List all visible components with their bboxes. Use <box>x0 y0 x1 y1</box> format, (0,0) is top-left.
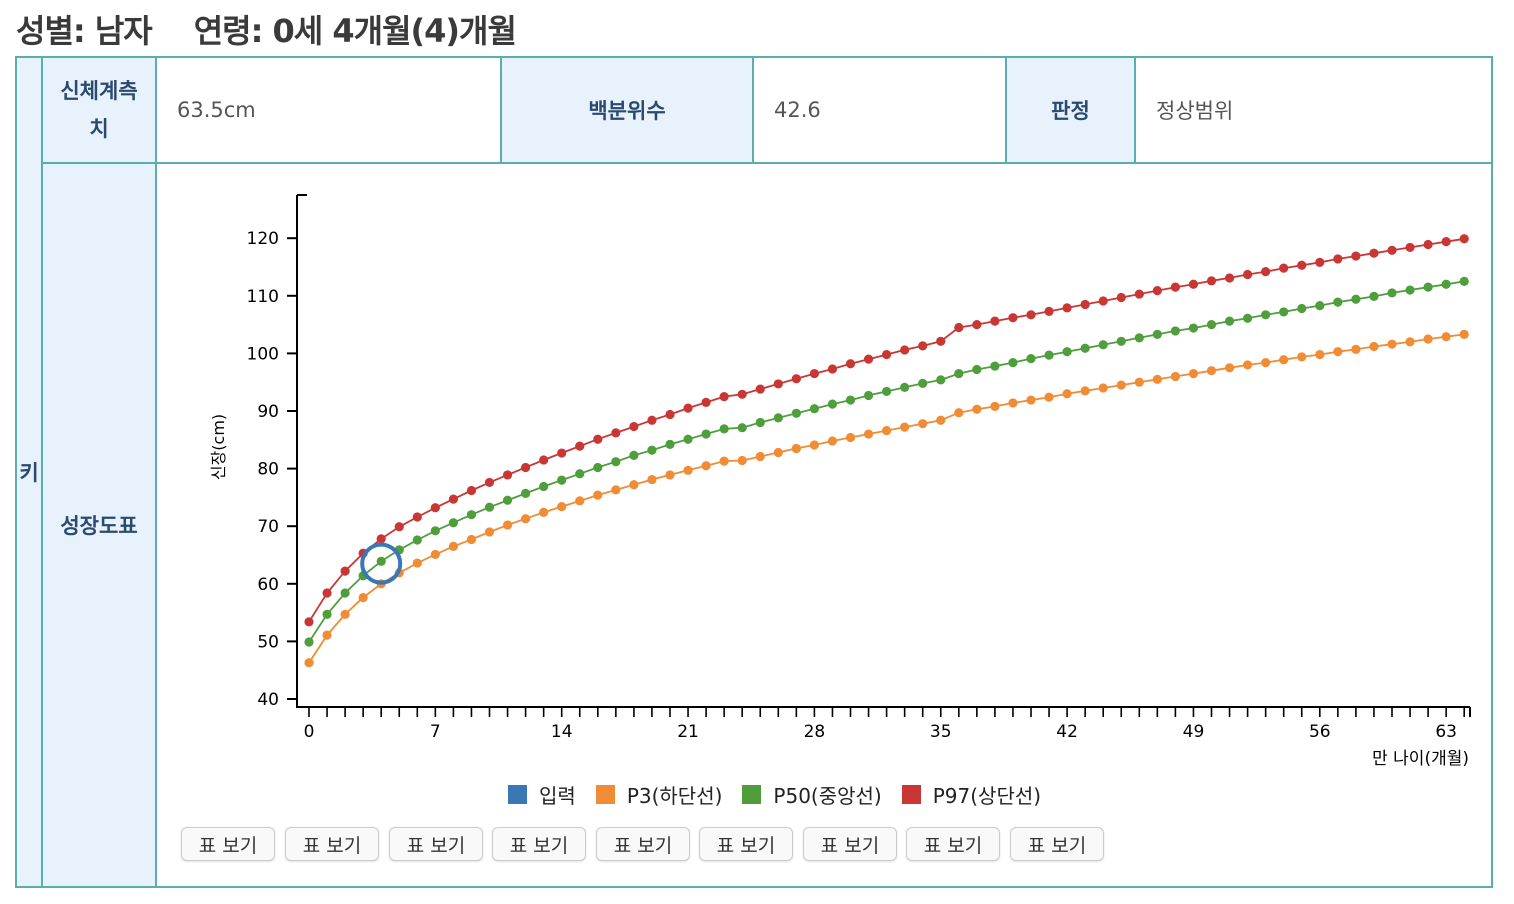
judgement-value: 정상범위 <box>1136 58 1491 162</box>
legend-label: P50(중앙선) <box>773 783 882 808</box>
legend-label: P3(하단선) <box>626 783 723 808</box>
judgement-label: 판정 <box>1007 58 1134 162</box>
growth-table: 키 신체계측치 63.5cm 백분위수 42.6 판정 정상범위 성장도표 <box>15 56 1493 888</box>
legend-swatch <box>508 784 527 804</box>
legend-label: 입력 <box>539 783 576 808</box>
chart-label: 성장도표 <box>43 164 155 886</box>
legend-item[interactable]: P97(상단선) <box>901 780 1042 809</box>
view-table-button[interactable]: 표 보기 <box>492 827 586 861</box>
legend-item[interactable]: P50(중앙선) <box>742 780 882 809</box>
view-table-button[interactable]: 표 보기 <box>389 827 483 861</box>
legend-swatch <box>742 784 762 804</box>
percentile-label: 백분위수 <box>502 58 752 162</box>
legend-swatch <box>595 784 615 804</box>
view-table-button[interactable]: 표 보기 <box>699 827 793 861</box>
chart-legend: 입력 P3(하단선) P50(중앙선) P97(상단선) <box>508 780 1061 808</box>
measure-value: 63.5cm <box>157 58 500 162</box>
view-table-button[interactable]: 표 보기 <box>906 827 1000 861</box>
view-table-button[interactable]: 표 보기 <box>181 827 275 861</box>
view-table-button[interactable]: 표 보기 <box>1010 827 1104 861</box>
percentile-value: 42.6 <box>754 58 1005 162</box>
legend-label: P97(상단선) <box>932 783 1042 808</box>
age-label: 연령: 0세 4개월(4)개월 <box>193 12 517 50</box>
legend-swatch <box>901 784 921 804</box>
row-key-text: 키 <box>19 461 39 485</box>
legend-item[interactable]: P3(하단선) <box>595 780 723 809</box>
page-header: 성별: 남자 연령: 0세 4개월(4)개월 <box>16 6 517 54</box>
view-table-button[interactable]: 표 보기 <box>596 827 690 861</box>
view-table-button[interactable]: 표 보기 <box>285 827 379 861</box>
legend-item[interactable]: 입력 <box>508 780 576 809</box>
measure-label: 신체계측치 <box>43 58 155 162</box>
measure-label-text: 신체계측치 <box>60 79 138 141</box>
view-table-button[interactable]: 표 보기 <box>803 827 897 861</box>
row-key-label: 키 <box>17 58 41 886</box>
sex-label: 성별: 남자 <box>16 12 153 50</box>
